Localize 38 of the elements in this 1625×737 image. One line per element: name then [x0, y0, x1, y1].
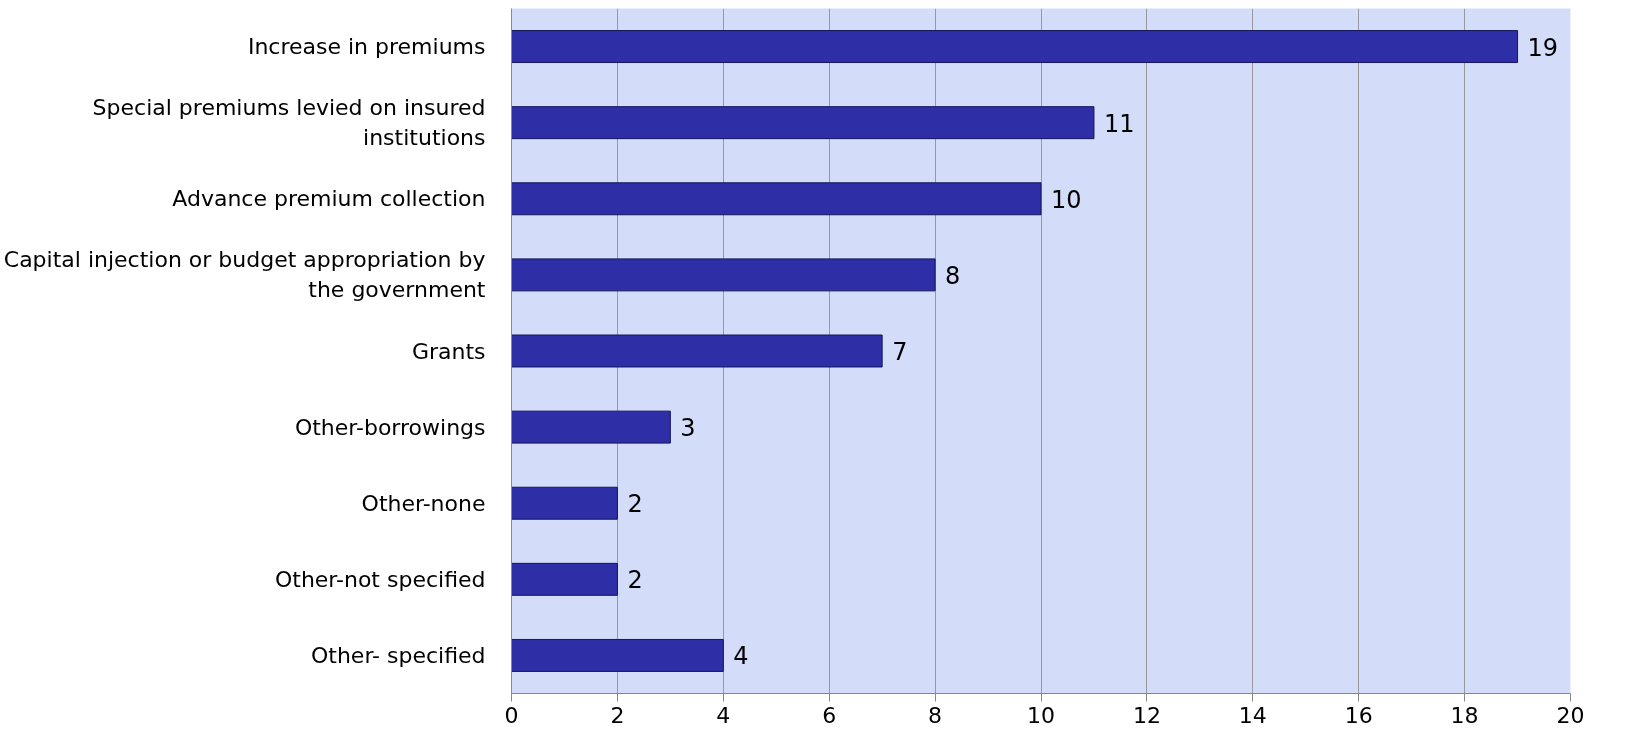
x-tick-label: 18 — [1450, 702, 1479, 728]
bar — [511, 410, 671, 444]
data-label: 8 — [945, 261, 961, 290]
bar — [511, 182, 1042, 216]
data-label: 4 — [733, 642, 749, 671]
data-label: 10 — [1051, 185, 1082, 214]
bar — [511, 486, 618, 520]
bar — [511, 638, 724, 672]
x-tick-label: 14 — [1238, 702, 1267, 728]
data-label: 2 — [627, 566, 643, 595]
x-tick-label: 16 — [1344, 702, 1373, 728]
data-label: 2 — [627, 490, 643, 519]
y-tick-label: Grants — [411, 338, 486, 364]
x-tick-label: 2 — [610, 702, 625, 728]
bar — [511, 562, 618, 596]
y-tick-label: Special premiums levied on insured institutions — [92, 95, 486, 151]
x-tick-label: 20 — [1556, 702, 1585, 728]
y-tick-label: Other-none — [361, 490, 486, 516]
y-tick-label: Advance premium collection — [172, 186, 486, 212]
y-tick-label: Other-borrowings — [294, 414, 486, 440]
x-tick-label: 4 — [716, 702, 731, 728]
x-tick-label: 12 — [1132, 702, 1161, 728]
bar — [511, 30, 1519, 64]
bar — [511, 258, 936, 292]
bar — [511, 106, 1095, 140]
data-label: 19 — [1527, 33, 1559, 62]
x-tick-label: 6 — [822, 702, 837, 728]
data-label: 3 — [680, 414, 696, 443]
bar — [511, 334, 883, 368]
y-tick-label: Other-not specified — [274, 566, 486, 592]
data-label: 11 — [1103, 109, 1135, 138]
data-label: 7 — [892, 338, 908, 366]
x-tick-label: 0 — [504, 702, 519, 728]
y-tick-label: Capital injection or budget appropriation by the government — [3, 247, 486, 303]
y-tick-label: Increase in premiums — [247, 34, 486, 60]
x-tick-label: 10 — [1027, 702, 1055, 728]
x-tick-label: 8 — [928, 702, 943, 728]
y-tick-label: Other- specified — [310, 642, 486, 668]
